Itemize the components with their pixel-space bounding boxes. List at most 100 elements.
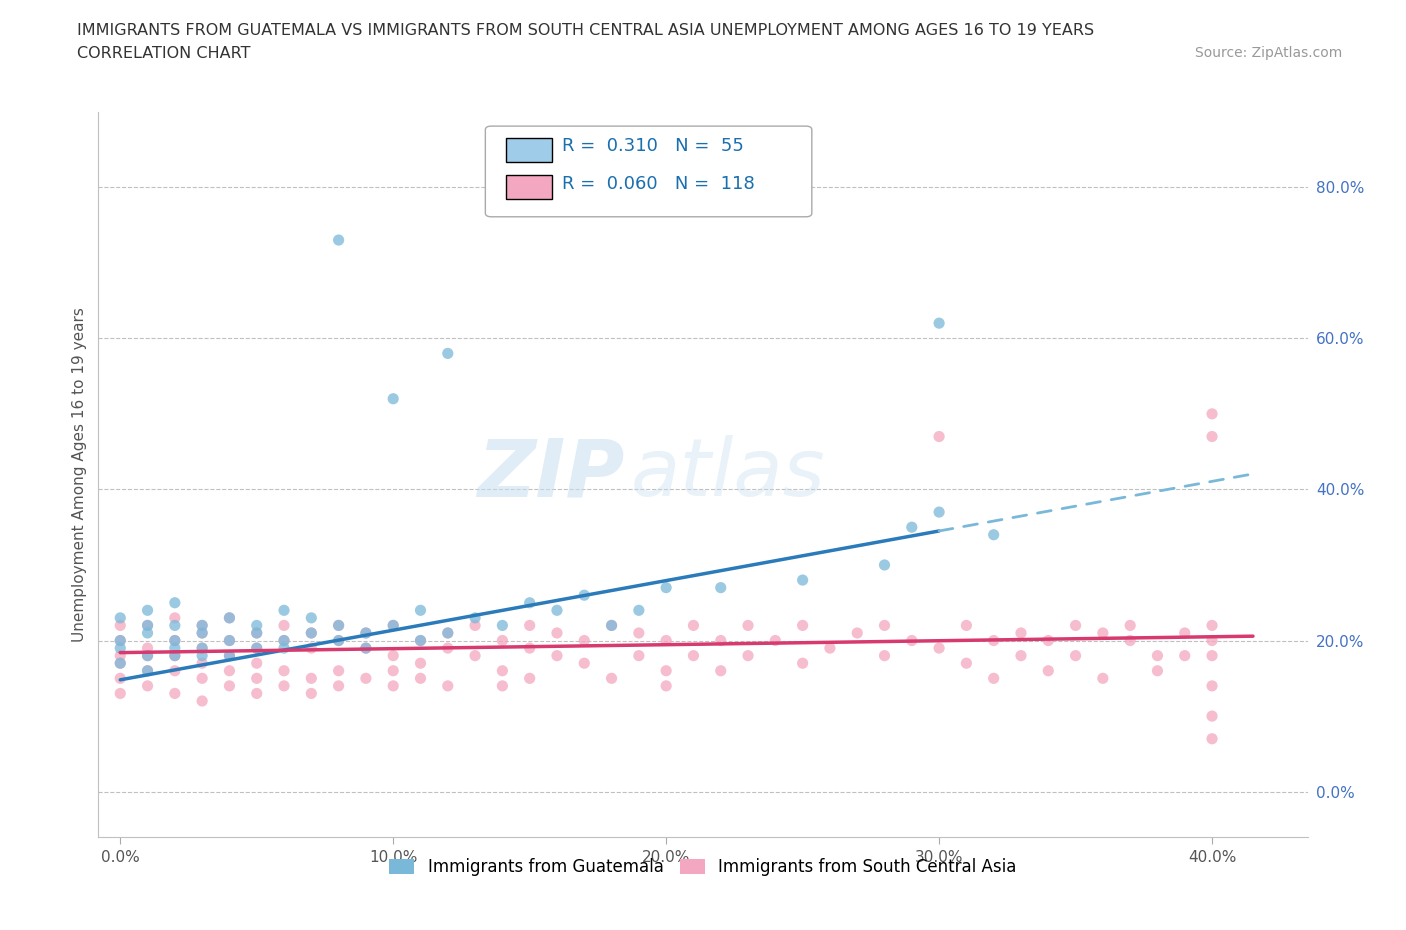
Point [655,633,678,648]
Point [710,663,733,678]
Point [246,641,269,656]
Point [682,648,704,663]
Point [928,429,950,444]
Point [574,633,596,648]
Point [491,663,513,678]
Point [546,603,568,618]
Point [627,603,650,618]
Point [382,618,405,633]
Point [600,618,623,633]
Point [1201,648,1223,663]
Text: ZIP: ZIP [477,435,624,513]
Point [136,663,159,678]
Point [600,671,623,685]
Point [191,694,214,709]
Text: IMMIGRANTS FROM GUATEMALA VS IMMIGRANTS FROM SOUTH CENTRAL ASIA UNEMPLOYMENT AMO: IMMIGRANTS FROM GUATEMALA VS IMMIGRANTS … [77,23,1094,38]
Point [955,656,977,671]
Point [710,580,733,595]
Point [928,505,950,520]
Point [246,618,269,633]
Point [928,316,950,331]
Point [110,671,132,685]
Point [1091,626,1114,641]
Point [273,633,295,648]
Point [354,626,377,641]
Point [136,626,159,641]
Point [328,232,350,247]
Point [792,618,814,633]
Point [382,618,405,633]
Point [983,633,1005,648]
Point [273,603,295,618]
Point [382,679,405,694]
Point [110,633,132,648]
Legend: Immigrants from Guatemala, Immigrants from South Central Asia: Immigrants from Guatemala, Immigrants fr… [382,852,1024,883]
Point [546,648,568,663]
Point [328,633,350,648]
Point [655,663,678,678]
Point [382,648,405,663]
Point [299,641,322,656]
Point [901,633,924,648]
Point [299,671,322,685]
Point [354,641,377,656]
Point [1201,618,1223,633]
Point [191,648,214,663]
Point [246,626,269,641]
Point [983,671,1005,685]
Point [382,663,405,678]
Point [354,626,377,641]
Point [191,671,214,685]
Point [354,641,377,656]
Point [110,656,132,671]
FancyBboxPatch shape [506,176,551,199]
Point [1174,648,1197,663]
Point [1201,429,1223,444]
Point [218,648,240,663]
Point [1201,709,1223,724]
Point [873,648,896,663]
Point [299,686,322,701]
Point [737,618,759,633]
Point [436,679,458,694]
Point [163,686,186,701]
Point [163,618,186,633]
Point [218,610,240,625]
Point [136,663,159,678]
Point [1038,633,1060,648]
Point [163,648,186,663]
Point [191,618,214,633]
Text: Source: ZipAtlas.com: Source: ZipAtlas.com [1195,46,1343,60]
Point [1038,663,1060,678]
Point [273,633,295,648]
Point [136,648,159,663]
Point [136,648,159,663]
Point [328,633,350,648]
Point [436,626,458,641]
Point [519,618,541,633]
Point [328,618,350,633]
Point [328,663,350,678]
Point [218,610,240,625]
Point [218,663,240,678]
Point [1201,679,1223,694]
Point [110,610,132,625]
Point [1146,648,1168,663]
Point [436,346,458,361]
Point [1119,633,1142,648]
Point [409,603,432,618]
Y-axis label: Unemployment Among Ages 16 to 19 years: Unemployment Among Ages 16 to 19 years [72,307,87,642]
Point [163,633,186,648]
Point [928,641,950,656]
Point [191,656,214,671]
Point [299,610,322,625]
Point [273,618,295,633]
Point [1010,626,1032,641]
Point [655,580,678,595]
Point [792,573,814,588]
Point [218,633,240,648]
Point [110,633,132,648]
Point [818,641,841,656]
Point [873,618,896,633]
Point [163,663,186,678]
